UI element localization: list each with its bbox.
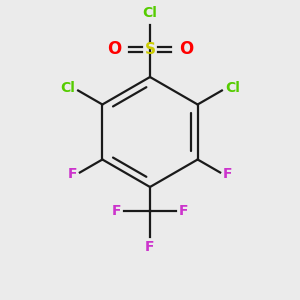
Text: F: F [179,204,188,218]
Text: Cl: Cl [60,82,75,95]
Text: F: F [223,167,232,181]
Text: Cl: Cl [142,6,158,20]
Text: S: S [145,41,155,56]
Text: F: F [68,167,77,181]
Text: Cl: Cl [225,82,240,95]
Text: O: O [179,40,193,58]
Text: F: F [112,204,121,218]
Text: O: O [107,40,121,58]
Text: F: F [145,240,155,254]
